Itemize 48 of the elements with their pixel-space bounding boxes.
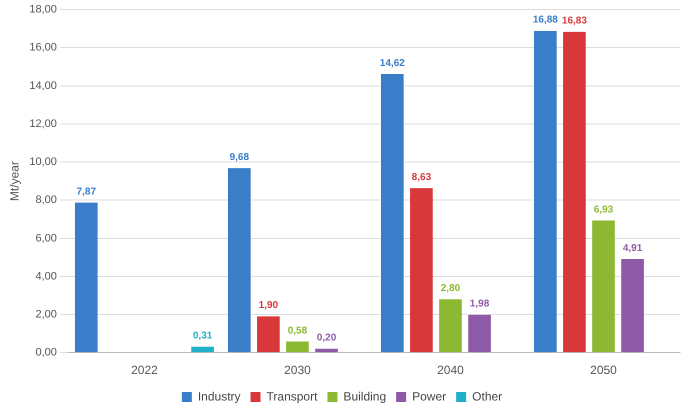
legend-label: Power	[412, 389, 446, 404]
bar	[468, 314, 491, 352]
data-label: 1,90	[258, 300, 279, 312]
bar	[257, 316, 280, 352]
y-tick-label: 6,00	[36, 232, 57, 244]
y-tick-label: 2,00	[36, 308, 57, 321]
data-label: 2,80	[440, 282, 461, 294]
legend-label: Other	[472, 389, 502, 404]
legend-label: Industry	[198, 389, 241, 404]
bar	[410, 188, 433, 352]
y-tick-label: 12,00	[29, 118, 57, 130]
x-tick-label: 2050	[590, 363, 618, 378]
legend-label: Transport	[266, 389, 318, 404]
x-tick-label: 2030	[284, 363, 312, 378]
data-label: 14,62	[380, 58, 406, 69]
y-tick-label: 14,00	[29, 80, 57, 92]
data-label: 4,91	[622, 242, 643, 254]
y-tick-label: 16,00	[29, 42, 57, 54]
y-tick-label: 0,00	[36, 346, 57, 359]
data-label: 16,88	[532, 14, 558, 26]
bar	[380, 74, 404, 352]
data-label: 1,98	[470, 298, 490, 310]
y-tick-label: 4,00	[36, 270, 57, 282]
data-label: 7,87	[76, 186, 96, 198]
y-tick-label: 8,00	[36, 194, 57, 206]
bar	[315, 348, 338, 352]
bar	[228, 168, 251, 352]
bar	[74, 202, 98, 352]
data-label: 6,93	[594, 204, 614, 216]
legend-label: Building	[343, 389, 386, 404]
y-tick-label: 10,00	[29, 156, 57, 168]
data-label: 0,20	[316, 332, 337, 344]
bar	[621, 259, 644, 352]
bar	[592, 220, 615, 352]
data-label: 9,68	[230, 152, 250, 163]
y-axis-title: Mt/year	[8, 161, 22, 202]
data-label: 16,83	[562, 16, 588, 27]
x-tick-label: 2040	[437, 363, 464, 378]
bar	[439, 299, 462, 352]
data-label: 0,58	[288, 325, 308, 336]
bar	[534, 30, 557, 352]
y-tick-label: 18,00	[29, 4, 57, 16]
x-tick-label: 2022	[131, 363, 158, 378]
bar	[286, 342, 309, 352]
data-label: 8,63	[412, 172, 432, 183]
bar	[191, 346, 214, 352]
data-label: 0,31	[192, 330, 213, 342]
bar	[563, 32, 586, 352]
